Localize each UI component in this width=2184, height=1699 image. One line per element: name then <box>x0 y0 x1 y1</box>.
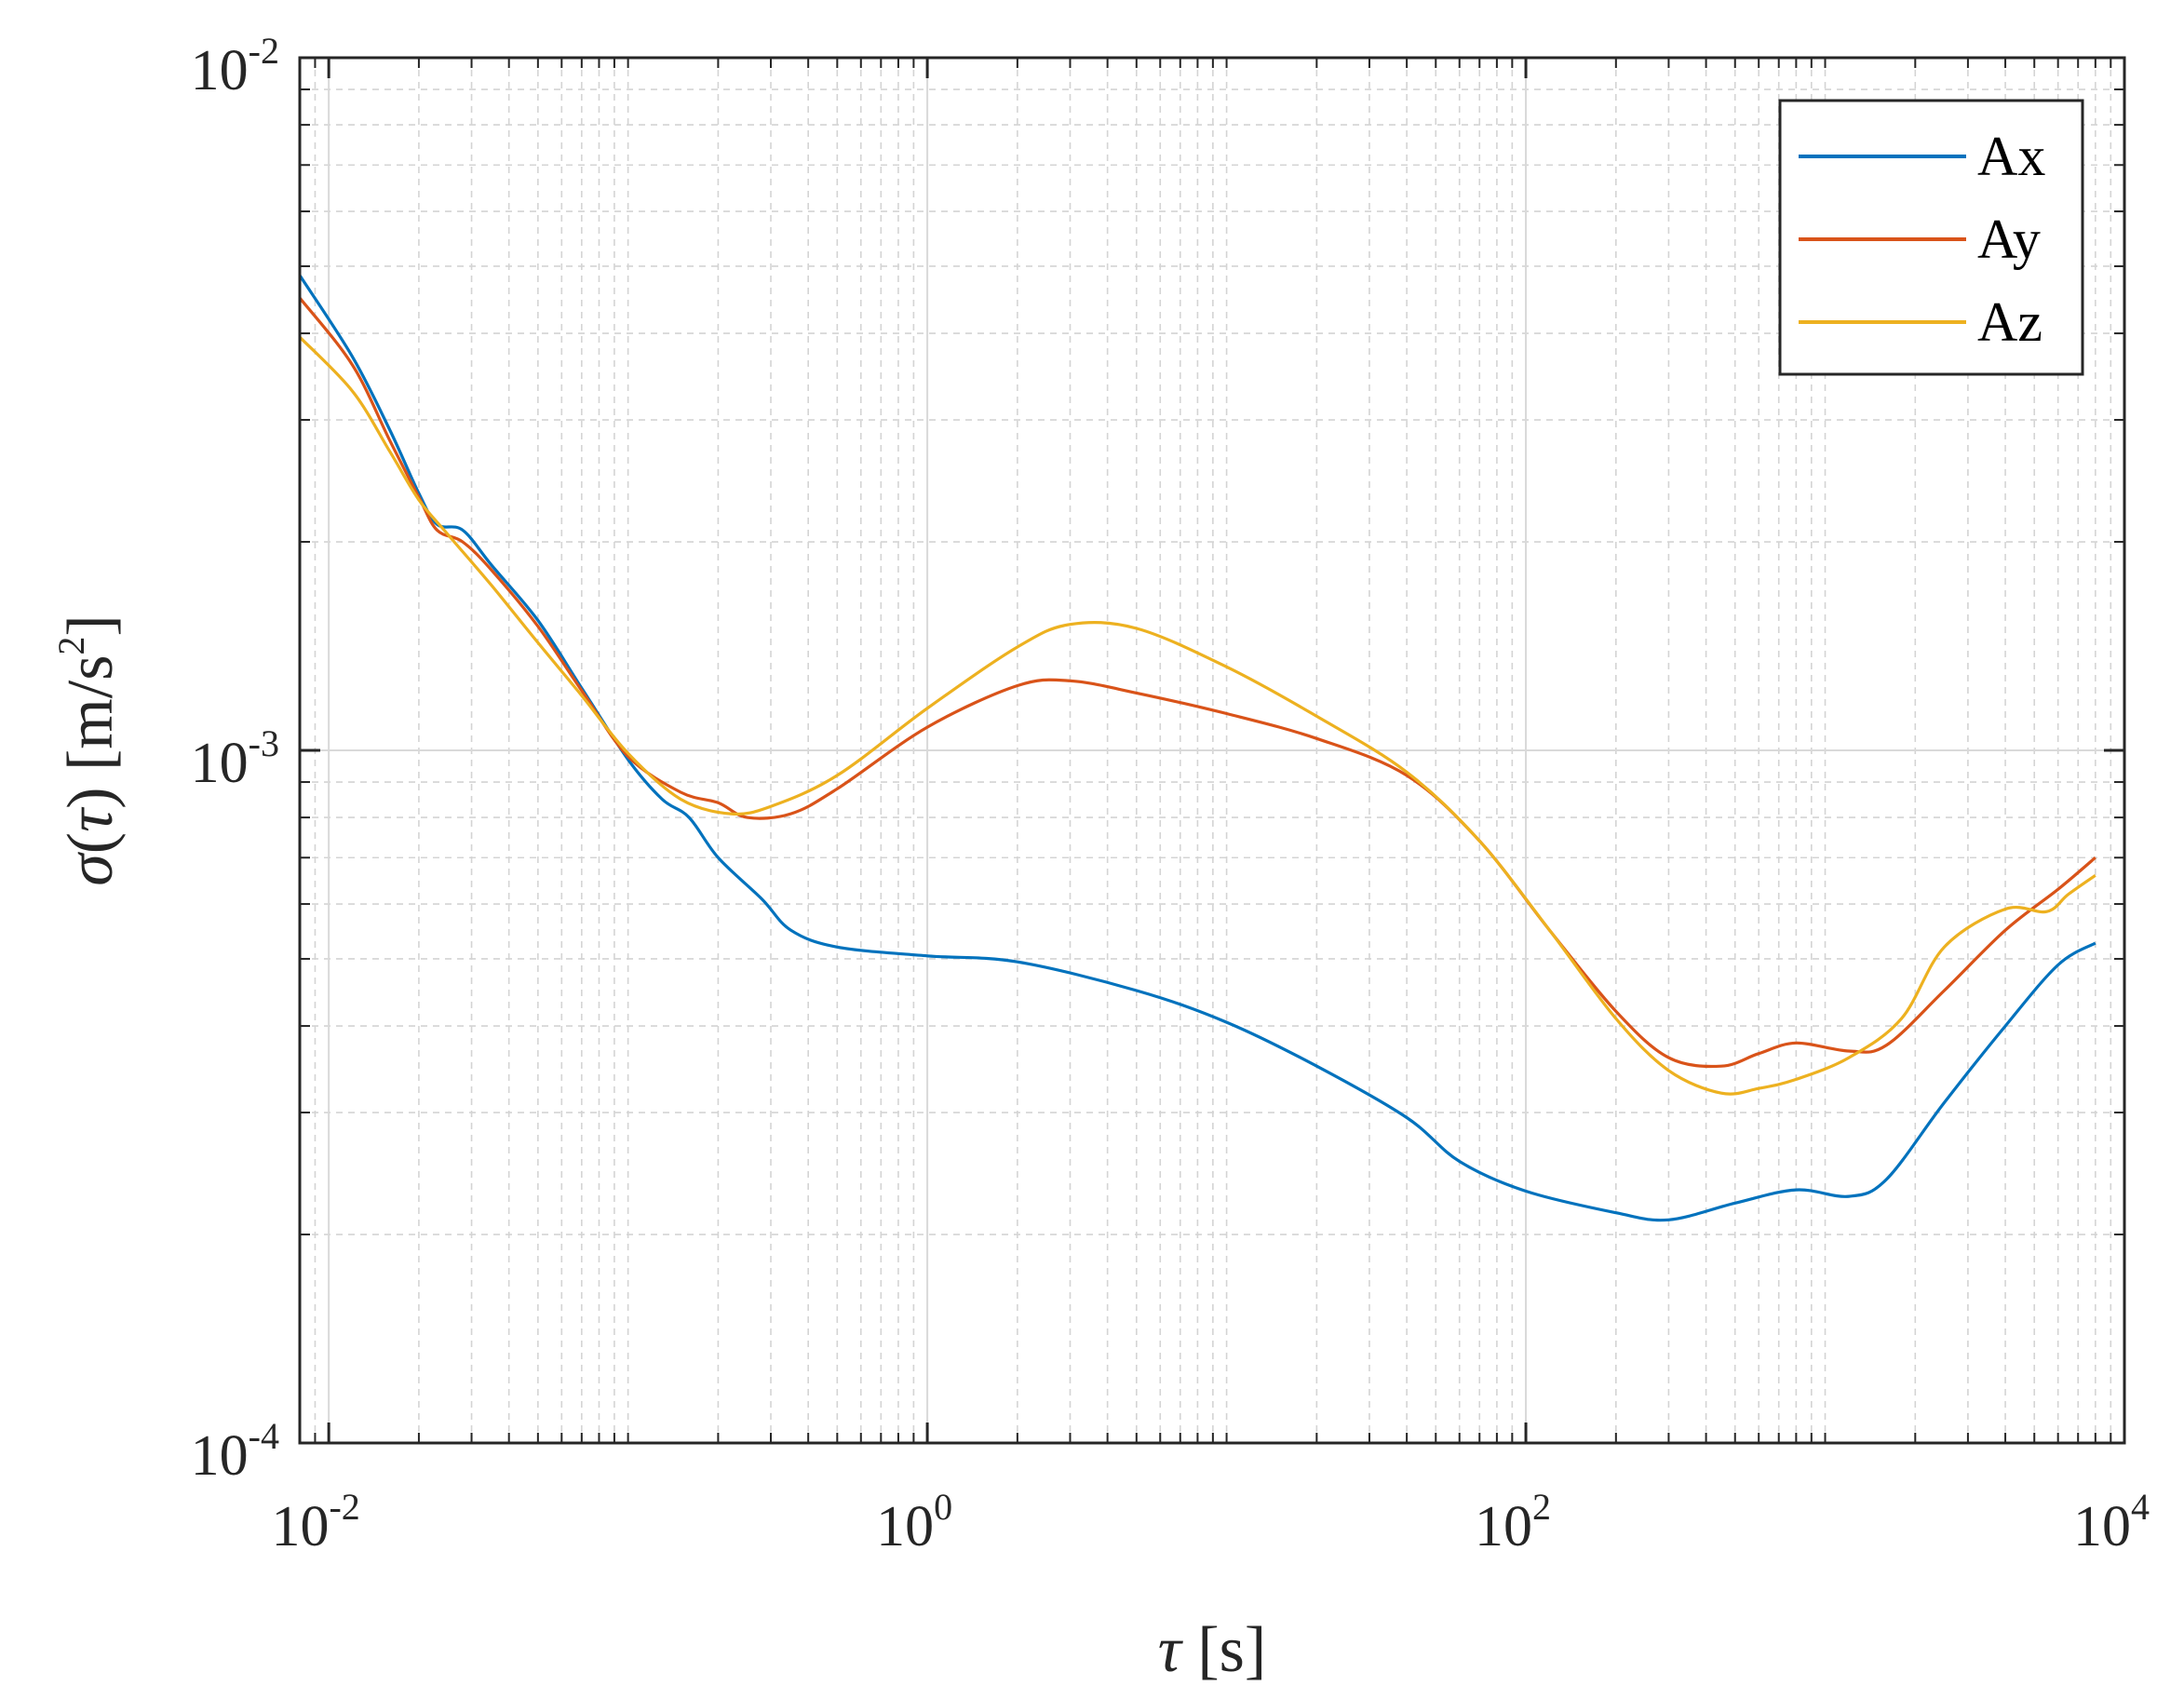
x-axis-unit: [s] <box>1181 1614 1266 1686</box>
x-tick-label: 104 <box>2073 1486 2150 1558</box>
x-axis-symbol: τ <box>1158 1614 1184 1686</box>
series-line-ay <box>298 297 2096 1069</box>
y-axis-unit-exponent: 2 <box>50 637 92 655</box>
legend-label-ax: Ax <box>1977 126 2045 187</box>
y-axis-unit: ) [m/s <box>55 655 127 809</box>
x-tick-labels: 10-2 100 102 104 <box>271 1486 2150 1558</box>
legend-label-az: Az <box>1977 291 2042 353</box>
y-tick-label: 10-3 <box>191 722 279 795</box>
x-tick-label: 10-2 <box>271 1486 359 1558</box>
y-axis-paren-open: ( <box>55 832 127 854</box>
legend-label-ay: Ay <box>1977 209 2041 270</box>
x-axis-title: τ [s] <box>1158 1614 1266 1686</box>
legend: Ax Ay Az <box>1778 99 2084 376</box>
y-tick-label: 10-2 <box>191 30 279 102</box>
series-line-ax <box>298 274 2096 1222</box>
x-tick-label: 100 <box>876 1486 952 1558</box>
series-lines <box>298 274 2096 1222</box>
y-axis-symbol-tau: τ <box>55 806 127 832</box>
series-line-az <box>298 335 2096 1096</box>
axis-ticks <box>299 58 2126 1445</box>
y-axis-title: σ(τ) [m/s2] <box>50 614 127 885</box>
y-axis-symbol-sigma: σ <box>55 852 127 886</box>
y-tick-labels: 10-4 10-3 10-2 <box>191 30 279 1488</box>
y-tick-label: 10-4 <box>191 1415 279 1488</box>
y-axis-unit-close: ] <box>55 614 127 636</box>
x-tick-label: 102 <box>1475 1486 1551 1558</box>
